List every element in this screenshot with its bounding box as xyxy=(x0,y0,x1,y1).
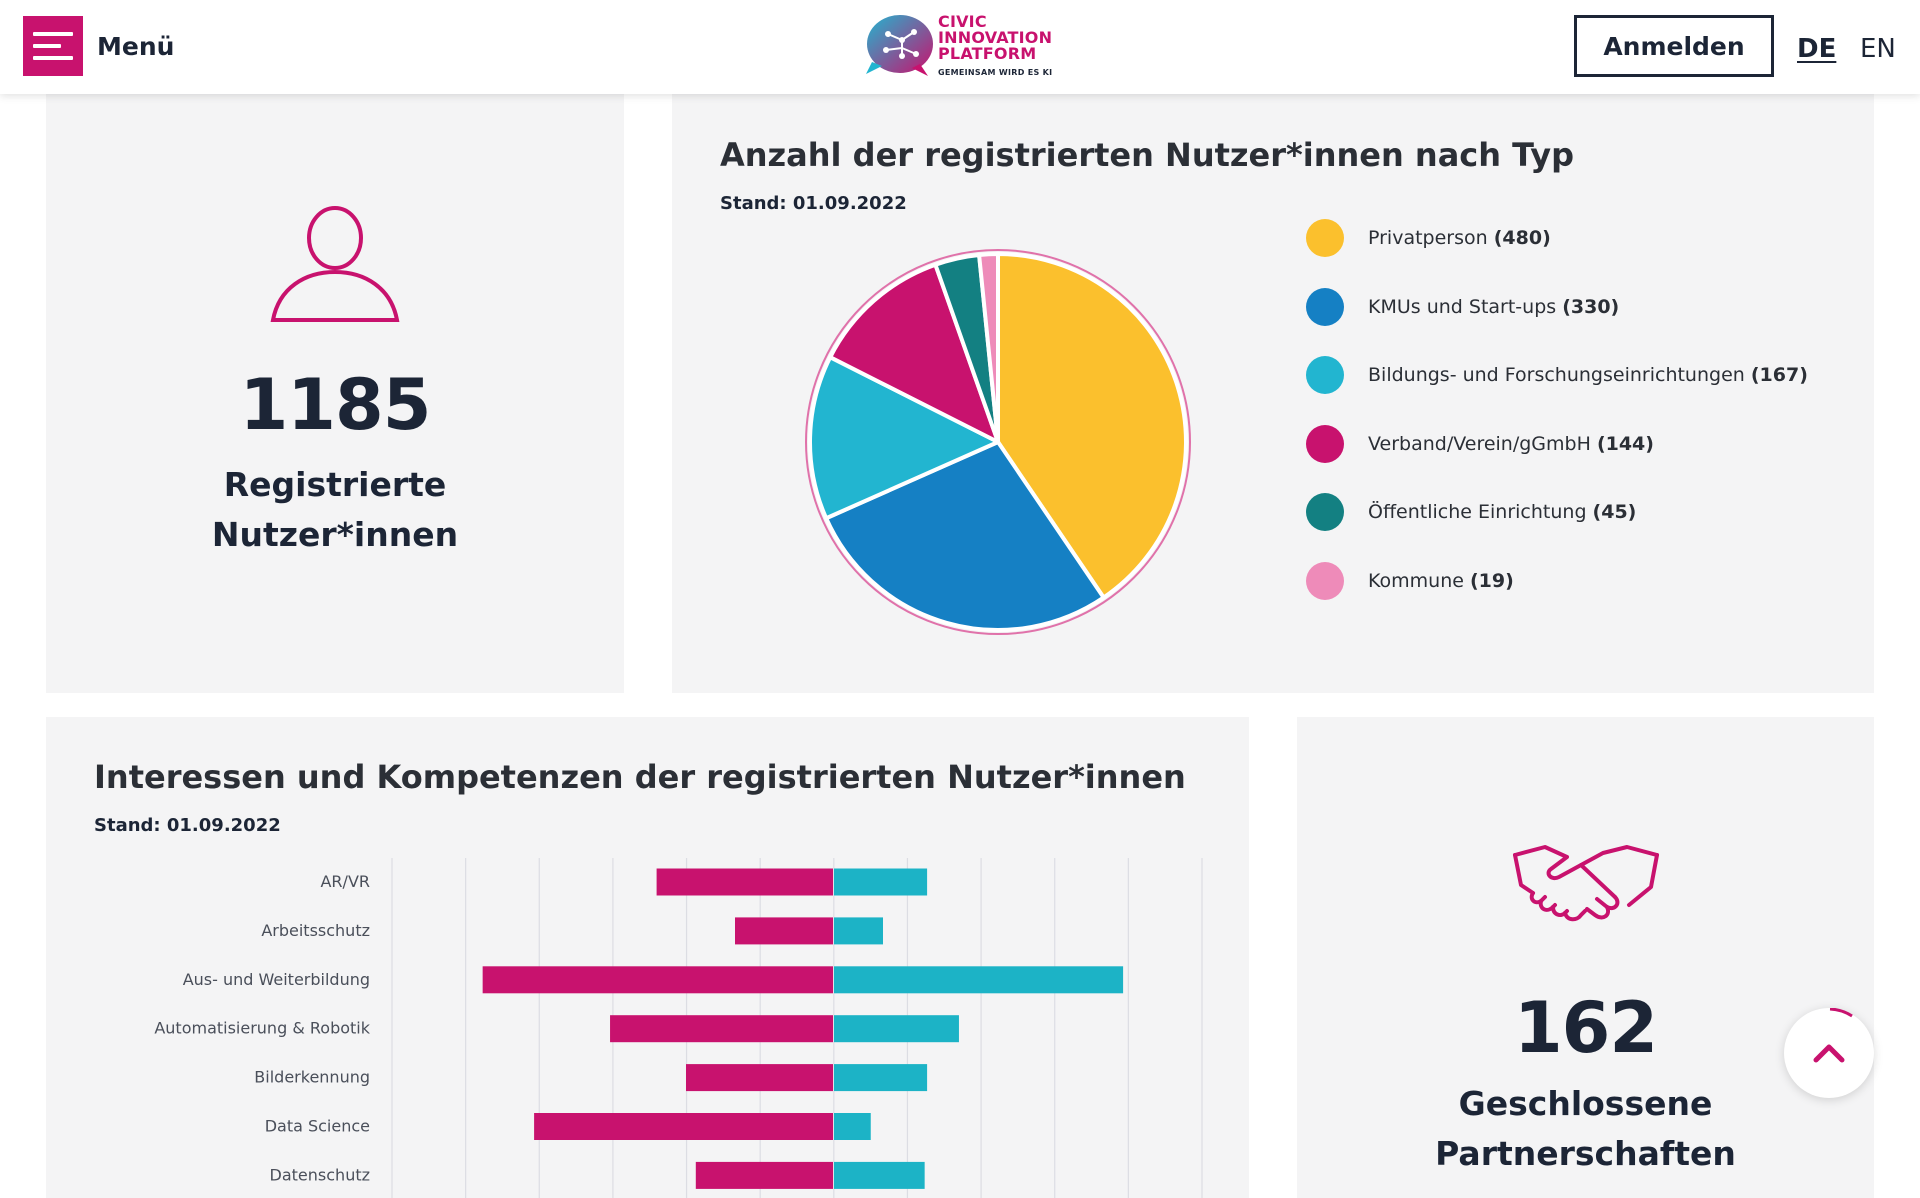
bar-category-label: Automatisierung & Robotik xyxy=(154,1019,370,1038)
bar-kompetenzen[interactable] xyxy=(834,1064,928,1092)
registered-users-count: 1185 xyxy=(239,364,432,446)
pie-slice[interactable] xyxy=(977,252,1000,444)
menu-icon-bar xyxy=(33,32,73,36)
legend-label: KMUs und Start-ups (330) xyxy=(1368,296,1619,318)
legend-name: Bildungs- und Forschungseinrichtungen xyxy=(1368,364,1751,387)
legend-label: Privatperson (480) xyxy=(1368,227,1551,249)
partnerships-card: 162 Geschlossene Partnerschaften xyxy=(1297,717,1874,1198)
menu-icon-bar xyxy=(33,56,73,60)
legend-color-swatch xyxy=(1306,424,1344,463)
handshake-icon xyxy=(1513,845,1659,922)
registered-users-card: 1185 Registrierte Nutzer*innen xyxy=(46,94,624,693)
login-button[interactable]: Anmelden xyxy=(1574,15,1774,77)
partnerships-label-line1: Geschlossene xyxy=(1458,1084,1713,1123)
bar-kompetenzen[interactable] xyxy=(834,1015,959,1043)
legend-item[interactable]: Öffentliche Einrichtung (45) xyxy=(1306,492,1636,532)
bar-interessen[interactable] xyxy=(482,966,833,994)
pie-outline xyxy=(805,249,1191,635)
legend-name: Öffentliche Einrichtung xyxy=(1368,501,1593,524)
logo-bubble-icon xyxy=(866,15,933,76)
legend-color-swatch xyxy=(1306,562,1344,600)
bar-category-label: AR/VR xyxy=(320,872,370,891)
partnerships-label: Geschlossene Partnerschaften xyxy=(1297,1079,1874,1179)
pie-slice[interactable] xyxy=(808,355,1000,521)
pie-chart-date: Stand: 01.09.2022 xyxy=(720,193,907,214)
bar-category-label: Data Science xyxy=(265,1117,370,1136)
top-header: Menü CIVI xyxy=(0,0,1920,94)
legend-name: Verband/Verein/gGmbH xyxy=(1368,432,1597,455)
menu-button[interactable] xyxy=(23,16,83,76)
legend-color-swatch xyxy=(1306,287,1344,326)
legend-item[interactable]: Bildungs- und Forschungseinrichtungen (1… xyxy=(1306,355,1808,395)
pie-chart-title: Anzahl der registrierten Nutzer*innen na… xyxy=(720,136,1574,174)
legend-count: (480) xyxy=(1493,227,1551,249)
legend-color-swatch xyxy=(1306,493,1344,532)
legend-label: Kommune (19) xyxy=(1368,570,1514,592)
legend-item[interactable]: Privatperson (480) xyxy=(1306,218,1551,258)
bar-category-label: Arbeitsschutz xyxy=(261,921,370,940)
bar-interessen[interactable] xyxy=(656,868,833,896)
language-de-link[interactable]: DE xyxy=(1797,34,1837,64)
logo-tagline: GEMEINSAM WIRD ES KI xyxy=(938,68,1053,77)
legend-color-swatch xyxy=(1306,219,1344,257)
legend-count: (330) xyxy=(1562,295,1620,318)
bar-interessen[interactable] xyxy=(534,1113,833,1140)
bar-interessen[interactable] xyxy=(686,1064,833,1092)
legend-count: (45) xyxy=(1592,501,1637,524)
logo-word-platform: PLATFORM xyxy=(938,44,1037,63)
legend-item[interactable]: Verband/Verein/gGmbH (144) xyxy=(1306,424,1654,464)
legend-item[interactable]: Kommune (19) xyxy=(1306,561,1514,601)
legend-name: Kommune xyxy=(1368,570,1470,592)
bar-chart-date: Stand: 01.09.2022 xyxy=(94,815,281,836)
bar-interessen[interactable] xyxy=(735,917,833,945)
legend-color-swatch xyxy=(1306,356,1344,395)
interests-bar-chart: AR/VR Arbeitsschutz Aus- und Weiterbildung… xyxy=(154,858,1203,1198)
registered-users-label-line1: Registrierte xyxy=(223,465,447,504)
legend-count: (167) xyxy=(1750,364,1808,387)
registered-users-label: Registrierte Nutzer*innen xyxy=(46,460,624,560)
menu-icon-bar xyxy=(33,44,61,48)
logo-wordmark: CIVIC INNOVATION PLATFORM xyxy=(938,14,1052,62)
user-icon xyxy=(270,206,400,322)
legend-label: Öffentliche Einrichtung (45) xyxy=(1368,501,1636,523)
registered-users-label-line2: Nutzer*innen xyxy=(211,515,459,554)
legend-label: Verband/Verein/gGmbH (144) xyxy=(1368,433,1654,455)
pie-slice[interactable] xyxy=(996,252,1188,600)
bar-kompetenzen[interactable] xyxy=(834,917,883,945)
legend-count: (144) xyxy=(1596,432,1654,455)
partnerships-label-line2: Partnerschaften xyxy=(1435,1134,1736,1173)
bar-kompetenzen[interactable] xyxy=(834,966,1124,994)
bar-category-label: Datenschutz xyxy=(270,1165,370,1184)
legend-name: KMUs und Start-ups xyxy=(1368,295,1563,318)
user-type-pie-chart xyxy=(805,249,1191,635)
bar-interessen[interactable] xyxy=(610,1015,833,1043)
bar-kompetenzen[interactable] xyxy=(834,1161,925,1189)
platform-logo[interactable]: CIVIC INNOVATION PLATFORM GEMEINSAM WIRD… xyxy=(862,12,1062,82)
pie-slice[interactable] xyxy=(828,262,1000,444)
legend-item[interactable]: KMUs und Start-ups (330) xyxy=(1306,287,1619,327)
chevron-up-icon xyxy=(1813,1008,1853,1063)
bar-kompetenzen[interactable] xyxy=(834,1113,871,1140)
menu-label[interactable]: Menü xyxy=(97,32,175,61)
bar-category-label: Aus- und Weiterbildung xyxy=(183,970,370,989)
bar-category-label: Bilderkennung xyxy=(254,1068,370,1087)
legend-label: Bildungs- und Forschungseinrichtungen (1… xyxy=(1368,364,1808,386)
logo-word-civic: CIVIC xyxy=(938,12,987,31)
scroll-to-top-button[interactable] xyxy=(1784,1008,1874,1098)
bar-interessen[interactable] xyxy=(695,1161,833,1189)
logo-word-innovation: INNOVATION xyxy=(938,28,1053,47)
bar-chart-title: Interessen und Kompetenzen der registrie… xyxy=(94,758,1186,796)
partnerships-count: 162 xyxy=(1513,987,1658,1069)
legend-name: Privatperson xyxy=(1368,227,1494,249)
bar-kompetenzen[interactable] xyxy=(834,868,928,896)
language-en-link[interactable]: EN xyxy=(1860,34,1896,64)
legend-count: (19) xyxy=(1469,570,1514,592)
